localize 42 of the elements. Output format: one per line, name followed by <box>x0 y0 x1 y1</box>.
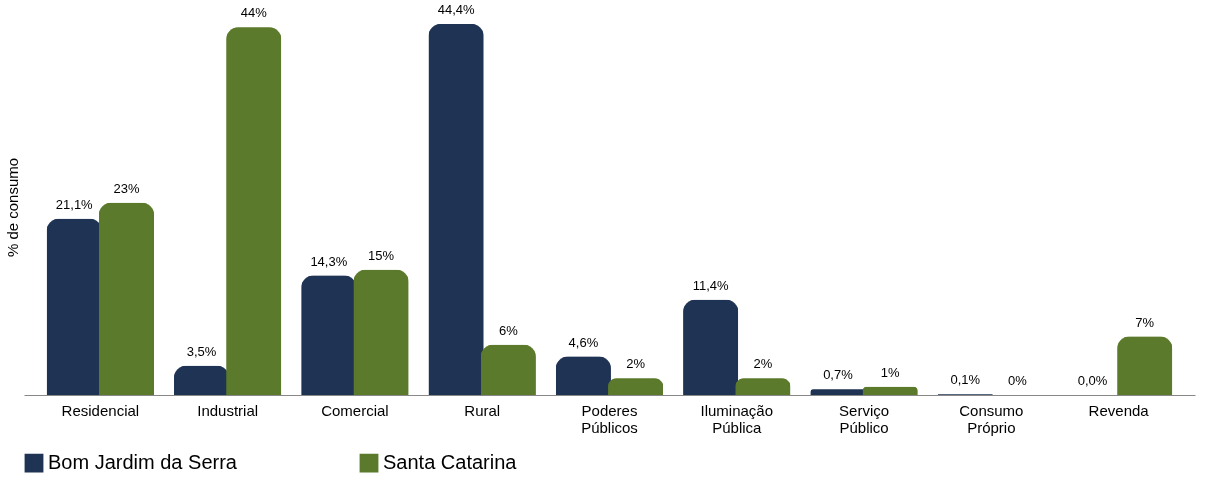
data-label: 14,3% <box>310 253 348 269</box>
bar <box>555 356 611 395</box>
x-tick-label: Comercial <box>321 401 389 419</box>
data-label: 21,1% <box>55 196 94 212</box>
data-label: 0,1% <box>950 372 981 388</box>
data-label: 15% <box>368 247 395 263</box>
x-tick-label: Rural <box>464 401 501 419</box>
bar <box>1117 336 1173 395</box>
y-axis-title: % de consumo <box>3 157 21 258</box>
data-label: 0% <box>1008 373 1028 388</box>
bar <box>480 344 536 395</box>
data-label: 44,4% <box>437 2 475 18</box>
bar <box>862 386 918 395</box>
legend-label: Bom Jardim da Serra <box>48 451 238 474</box>
data-label: 7% <box>1135 314 1155 330</box>
bar <box>608 378 664 395</box>
x-tick-label: Revenda <box>1088 401 1150 419</box>
x-tick-label: Serviço Público <box>839 401 890 436</box>
bar <box>353 269 409 395</box>
data-label: 23% <box>113 180 140 196</box>
data-label: 2% <box>753 356 773 372</box>
x-tick-label: Residencial <box>61 401 140 419</box>
data-label: 3,5% <box>186 343 217 359</box>
bar <box>98 202 154 395</box>
x-tick-label: Industrial <box>197 401 259 419</box>
data-label: 2% <box>626 356 646 372</box>
x-tick-label: Iluminação Pública <box>700 401 774 436</box>
data-label: 4,6% <box>568 334 599 350</box>
data-label: 11,4% <box>692 277 730 293</box>
bar <box>226 27 282 395</box>
data-label: 0,0% <box>1077 373 1108 388</box>
bar <box>428 24 484 395</box>
data-label: 1% <box>880 364 901 380</box>
x-tick-label: Consumo Próprio <box>959 401 1024 436</box>
data-label: 44% <box>240 5 268 21</box>
data-label: 0,7% <box>823 367 854 383</box>
bar <box>46 218 102 395</box>
x-tick-label: Poderes Públicos <box>581 401 638 436</box>
bar <box>683 299 739 395</box>
legend-label: Santa Catarina <box>383 451 518 474</box>
bar <box>735 378 791 395</box>
data-label: 6% <box>498 322 519 338</box>
